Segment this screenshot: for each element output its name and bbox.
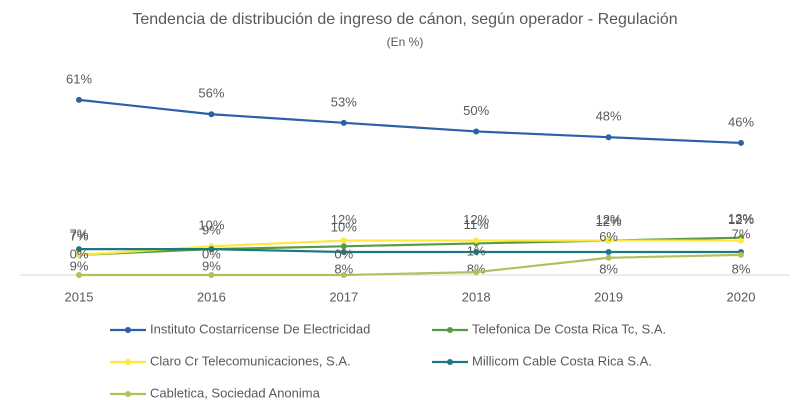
point: [76, 251, 82, 258]
point: [738, 237, 744, 244]
data-label: 9%: [202, 223, 221, 238]
data-label: 56%: [198, 86, 224, 101]
line: [79, 253, 742, 277]
data-label: 7%: [70, 226, 89, 241]
data-label: 0%: [202, 246, 221, 261]
data-label: 7%: [732, 226, 751, 241]
data-label: 9%: [70, 259, 89, 274]
data-label: 61%: [66, 71, 92, 86]
legend-marker: [125, 327, 131, 333]
line: [78, 239, 741, 257]
point: [340, 119, 347, 126]
data-label: 46%: [728, 114, 754, 129]
point: [605, 237, 612, 244]
legend-label: Instituto Costarricense De Electricidad: [150, 321, 370, 336]
data-label: 13%: [728, 211, 754, 226]
legend-label: Claro Cr Telecomunicaciones, S.A.: [150, 353, 351, 368]
point: [473, 249, 480, 256]
data-label: 7%: [70, 228, 89, 243]
point: [473, 237, 480, 244]
legend-label: Millicom Cable Costa Rica S.A.: [472, 353, 652, 368]
data-label: 8%: [732, 261, 751, 276]
chart-title: Tendencia de distribución de ingreso de …: [132, 11, 677, 28]
legend-marker: [447, 359, 453, 365]
chart-subtitle: (En %): [387, 35, 424, 49]
data-label: 50%: [463, 103, 489, 118]
data-label: 8%: [334, 261, 353, 276]
legend-marker: [125, 391, 131, 397]
data-label: 10%: [198, 218, 224, 233]
data-label: 12%: [463, 212, 489, 227]
point: [208, 272, 215, 278]
x-tick-label: 2015: [65, 289, 94, 304]
legend-marker: [447, 327, 453, 333]
point: [76, 246, 82, 253]
point: [340, 272, 347, 278]
point: [605, 254, 612, 261]
point: [208, 246, 215, 253]
data-label: 12%: [728, 212, 754, 227]
x-tick-label: 2020: [727, 289, 756, 304]
point: [473, 128, 480, 135]
x-tick-label: 2019: [594, 289, 623, 304]
point: [340, 237, 347, 244]
data-label: 6%: [599, 229, 618, 244]
legend-label: Telefonica De Costa Rica Tc, S.A.: [472, 321, 666, 336]
point: [76, 272, 82, 278]
data-label: 48%: [596, 109, 622, 124]
data-label: 12%: [596, 212, 622, 227]
line: [78, 98, 742, 145]
data-label: 0%: [334, 246, 353, 261]
data-label: 1%: [467, 244, 486, 259]
data-label: 53%: [331, 94, 357, 109]
x-tick-label: 2018: [462, 289, 491, 304]
point: [208, 111, 215, 118]
data-label: 12%: [331, 212, 357, 227]
point: [605, 134, 612, 141]
x-tick-label: 2016: [197, 289, 226, 304]
point: [605, 249, 612, 256]
point: [340, 249, 347, 256]
legend-marker: [125, 359, 131, 365]
point: [738, 251, 744, 258]
point: [738, 139, 744, 146]
point: [340, 243, 347, 250]
point: [76, 96, 82, 103]
data-label: 0%: [70, 246, 89, 261]
line: [79, 248, 741, 254]
data-label: 12%: [596, 214, 622, 229]
data-label: 10%: [331, 220, 357, 235]
point: [473, 269, 480, 276]
x-tick-label: 2017: [329, 289, 358, 304]
data-label: 9%: [202, 259, 221, 274]
data-label: 11%: [464, 217, 489, 232]
legend-label: Cabletica, Sociedad Anonima: [150, 385, 321, 400]
data-label: 8%: [599, 261, 618, 276]
